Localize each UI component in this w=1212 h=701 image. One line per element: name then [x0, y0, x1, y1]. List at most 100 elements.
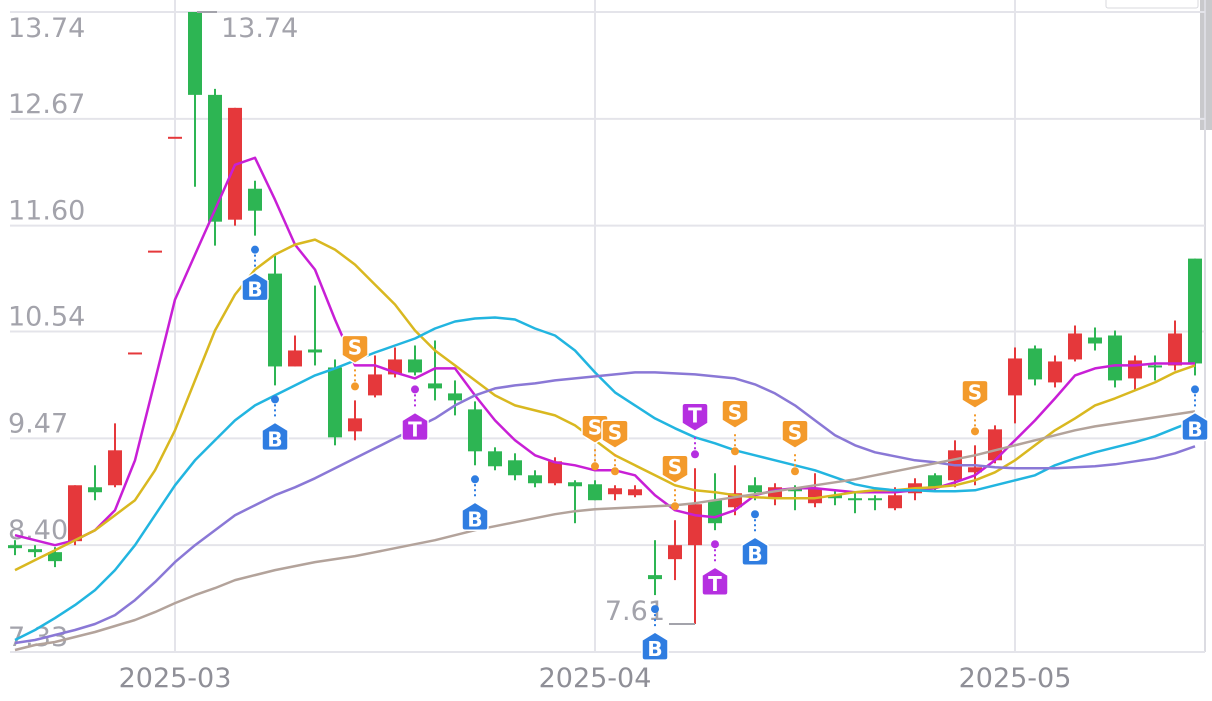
- candle-body: [488, 451, 502, 467]
- candle-body: [1108, 335, 1122, 381]
- signal-tag: [721, 399, 749, 430]
- candle-body: [868, 498, 882, 501]
- candle-body: [1188, 258, 1202, 364]
- signal-label: B: [647, 637, 662, 661]
- signal-tag: [401, 411, 429, 442]
- signal-label: B: [267, 427, 282, 451]
- signal-tag: [341, 334, 369, 365]
- signal-label: B: [1187, 417, 1202, 441]
- candle-body: [568, 482, 582, 487]
- candle-body: [588, 484, 602, 501]
- signal-tag: [961, 379, 989, 410]
- candle-body: [208, 94, 222, 222]
- signal-label: T: [408, 417, 422, 441]
- candle-body: [268, 273, 282, 367]
- signal-tag: [741, 536, 769, 566]
- candle-body: [368, 374, 382, 396]
- candle-body: [468, 409, 482, 452]
- candle-body: [28, 549, 42, 553]
- signal-label: T: [688, 403, 702, 427]
- candle-body: [1048, 361, 1062, 383]
- signal-label: S: [788, 420, 802, 444]
- y-tick-label: 10.54: [8, 302, 85, 333]
- candle-body: [308, 349, 322, 353]
- ma-line: [14, 316, 1196, 642]
- signal-tag: [1181, 411, 1209, 442]
- candle-body: [1088, 337, 1102, 344]
- candle-body: [1148, 365, 1162, 368]
- signal-label: S: [588, 415, 602, 439]
- candle-body: [528, 475, 542, 484]
- x-tick-label: 2025-05: [959, 663, 1072, 694]
- candle-body: [428, 383, 442, 389]
- candle-body: [988, 429, 1002, 461]
- candle-body: [1128, 360, 1142, 379]
- candle-body: [408, 359, 422, 373]
- ma-line: [14, 410, 1196, 652]
- signal-label: T: [708, 572, 722, 596]
- signal-tag: [701, 566, 729, 596]
- ma-line: [14, 238, 1196, 572]
- signal-tag: [661, 454, 689, 485]
- y-tick-label: 13.74: [8, 13, 85, 44]
- candle-body: [1008, 358, 1022, 396]
- candle-body: [628, 489, 642, 496]
- candle-body: [1168, 333, 1182, 366]
- candle-body: [48, 552, 62, 562]
- candle-body: [688, 504, 702, 546]
- y-tick-label: 9.47: [8, 408, 68, 439]
- signal-label: S: [968, 380, 982, 404]
- candle-body: [748, 485, 762, 493]
- candle-body: [108, 450, 122, 486]
- candle-body: [348, 418, 362, 432]
- candle-body: [828, 495, 842, 499]
- signal-tag: [641, 631, 669, 661]
- candle-body: [328, 367, 342, 438]
- y-tick-label: 12.67: [8, 89, 85, 120]
- ma-line: [14, 156, 1195, 547]
- candle-body: [1028, 348, 1042, 380]
- signal-tag: [781, 419, 809, 450]
- candle-body: [648, 575, 662, 580]
- signal-label: B: [247, 278, 262, 302]
- signal-tag: [461, 501, 489, 532]
- candle-body: [508, 460, 522, 476]
- candle-body: [68, 485, 82, 542]
- candle-body: [788, 489, 802, 492]
- candle-body: [888, 495, 902, 509]
- candle-body: [708, 500, 722, 524]
- signal-label: S: [728, 400, 742, 424]
- candle-body: [848, 498, 862, 501]
- signal-tag: [261, 421, 289, 452]
- candle-body: [968, 467, 982, 473]
- candle-body: [128, 352, 142, 355]
- candle-body: [288, 350, 302, 367]
- high-label: 13.74: [221, 13, 298, 44]
- candle-body: [88, 487, 102, 493]
- candle-body: [188, 12, 202, 95]
- signal-tag: [241, 271, 269, 302]
- candle-body: [248, 188, 262, 211]
- candle-body: [808, 488, 822, 504]
- signal-label: S: [608, 420, 622, 444]
- candle-body: [668, 545, 682, 560]
- candle-body: [148, 250, 162, 253]
- corner-box: [1105, 0, 1199, 9]
- candle-body: [928, 475, 942, 488]
- signal-label: S: [668, 455, 682, 479]
- y-tick-label: 11.60: [8, 196, 85, 227]
- x-tick-label: 2025-03: [119, 663, 232, 694]
- candle-body: [448, 393, 462, 401]
- ma-line: [14, 371, 1196, 645]
- candle-body: [608, 488, 622, 495]
- signal-tag: [681, 402, 709, 433]
- candle-body: [548, 461, 562, 484]
- candle-body: [1068, 333, 1082, 360]
- candle-body: [8, 545, 22, 549]
- signal-tag: [601, 419, 629, 450]
- signal-label: S: [348, 335, 362, 359]
- x-tick-label: 2025-04: [539, 663, 652, 694]
- candle-body: [168, 136, 182, 139]
